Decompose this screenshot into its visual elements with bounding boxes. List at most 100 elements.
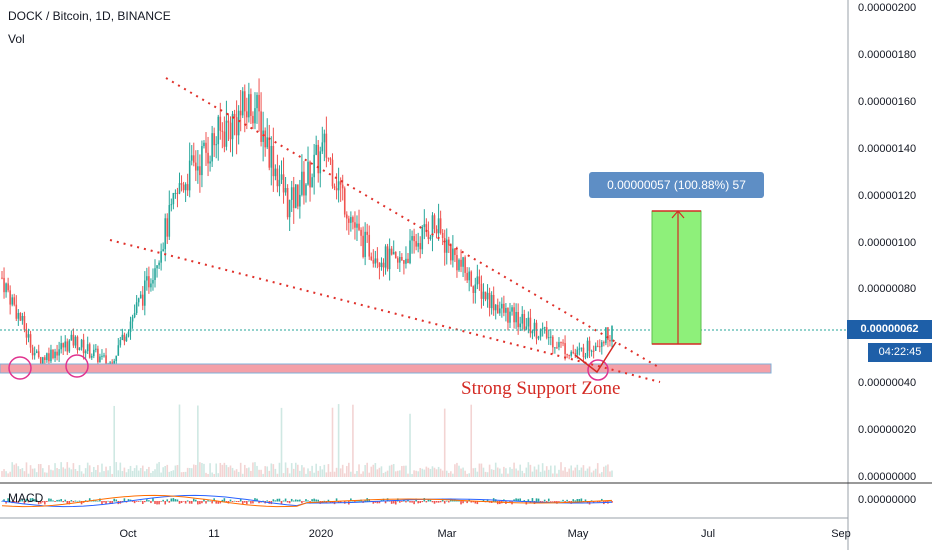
macd-histogram-bar: [37, 501, 40, 505]
macd-histogram-bar: [74, 500, 77, 502]
macd-histogram-bar: [29, 498, 32, 502]
macd-histogram-bar: [299, 499, 301, 502]
macd-histogram-bar: [39, 501, 42, 504]
candle-body: [425, 224, 428, 232]
candle-body: [388, 248, 391, 270]
macd-histogram-bar: [517, 498, 519, 502]
volume-bar: [425, 466, 428, 477]
macd-histogram-bar: [21, 498, 24, 502]
candle-body: [492, 294, 495, 311]
volume-bar: [233, 470, 236, 477]
candle-body: [195, 162, 197, 171]
macd-histogram-bar: [482, 499, 485, 502]
volume-bar: [166, 464, 169, 477]
candle-body: [48, 353, 50, 362]
macd-histogram-bar: [409, 501, 411, 503]
volume-bar: [415, 470, 417, 477]
candle-body: [229, 122, 232, 140]
volume-bar: [103, 471, 105, 477]
macd-label: MACD: [8, 491, 44, 505]
macd-histogram-bar: [7, 498, 9, 502]
macd-histogram-bar: [160, 501, 162, 502]
candle-body: [123, 334, 126, 342]
candle-body: [411, 236, 413, 241]
candle-body: [162, 249, 164, 252]
macd-histogram-bar: [172, 498, 175, 502]
macd-histogram-bar: [9, 500, 11, 502]
volume-bar: [221, 464, 224, 477]
candle-body: [537, 336, 540, 339]
volume-bar: [450, 471, 452, 477]
candle-body: [596, 345, 599, 347]
support-circle-1: [8, 356, 32, 380]
candle-body: [329, 158, 332, 160]
volume-bar: [144, 471, 146, 477]
macd-histogram-bar: [95, 500, 97, 502]
candle-body: [84, 351, 87, 354]
candle-body: [97, 348, 99, 363]
volume-bar: [176, 464, 179, 477]
candle-body: [156, 265, 158, 269]
volume-bar: [299, 470, 301, 477]
macd-histogram-bar: [278, 498, 281, 502]
volume-bar: [352, 404, 354, 477]
volume-bar: [203, 463, 205, 477]
candle-body: [415, 241, 417, 247]
candle-body: [93, 349, 95, 357]
macd-histogram-bar: [209, 500, 211, 502]
candle-body: [323, 133, 326, 143]
candle-body: [127, 332, 130, 337]
macd-histogram-bar: [472, 501, 475, 503]
macd-histogram-bar: [605, 501, 607, 503]
candle-body: [321, 142, 324, 152]
volume-bar: [215, 463, 218, 477]
macd-histogram-bar: [13, 501, 16, 503]
volume-bar: [29, 465, 32, 477]
volume-bar: [101, 463, 103, 477]
volume-bar: [209, 463, 211, 477]
volume-bar: [21, 468, 24, 477]
macd-histogram-bar: [166, 499, 169, 502]
candle-body: [539, 329, 542, 337]
volume-bar: [541, 463, 544, 477]
macd-histogram-bar: [239, 499, 242, 502]
macd-histogram-bar: [168, 501, 171, 503]
macd-histogram-bar: [276, 498, 279, 502]
volume-bar: [19, 469, 22, 477]
macd-histogram-bar: [195, 499, 197, 502]
volume-bar: [78, 465, 81, 477]
candle-body: [144, 280, 146, 306]
candle-body: [241, 91, 244, 116]
candle-body: [545, 327, 548, 338]
volume-bar: [560, 462, 562, 477]
candle-body: [207, 152, 209, 164]
macd-histogram-bar: [382, 498, 385, 502]
volume-bar: [258, 469, 260, 477]
candle-body: [482, 291, 485, 299]
candle-body: [309, 161, 311, 188]
macd-histogram-bar: [586, 501, 589, 504]
candle-body: [437, 218, 440, 234]
candle-body: [515, 312, 517, 323]
macd-histogram-bar: [111, 501, 113, 504]
candle-body: [288, 199, 291, 218]
volume-bar: [205, 472, 207, 477]
candle-body: [556, 347, 558, 349]
volume-bar: [445, 470, 448, 477]
candle-body: [305, 184, 307, 196]
volume-bar: [309, 471, 311, 477]
macd-histogram-bar: [311, 499, 313, 502]
volume-bar: [188, 467, 191, 477]
volume-bar: [50, 469, 52, 477]
volume-bar: [439, 468, 442, 477]
candle-body: [384, 246, 387, 268]
volume-bar: [80, 471, 83, 477]
volume-bar: [592, 470, 595, 477]
candle-body: [50, 349, 52, 362]
macd-histogram-bar: [403, 499, 405, 502]
volume-bar: [378, 467, 381, 477]
price-tick-label: 0.00000140: [858, 142, 917, 155]
candle-body: [541, 328, 544, 330]
volume-bar: [341, 464, 344, 477]
